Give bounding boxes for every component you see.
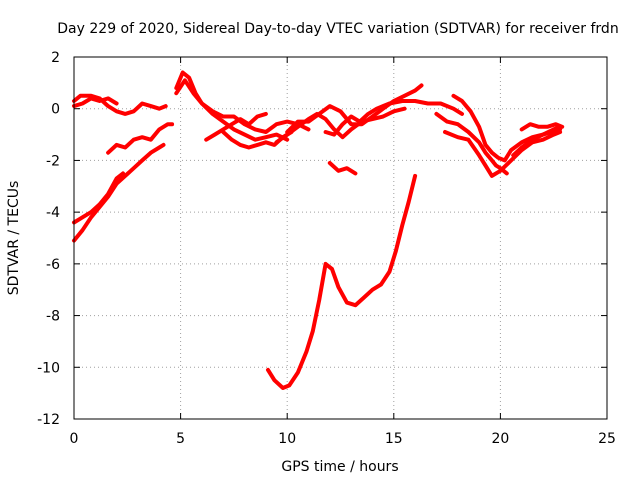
x-tick-label: 5 <box>176 431 185 447</box>
series-line-satellite-track-8 <box>204 111 268 142</box>
y-tick-labels: -12 -10 -8 -6 -4 -2 0 2 <box>37 50 60 428</box>
series-line-satellite-track-15 <box>434 111 509 176</box>
axis-ticks <box>73 56 608 420</box>
series-line-satellite-track-4 <box>72 142 166 243</box>
series-group <box>72 70 565 390</box>
y-axis-title: SDTVAR / TECUs <box>6 181 22 296</box>
series-line-satellite-track-1 <box>72 93 168 116</box>
series-line-satellite-track-19 <box>519 122 565 132</box>
x-axis-title: GPS time / hours <box>281 459 398 475</box>
x-tick-label: 20 <box>491 431 509 447</box>
series-line-satellite-track-2 <box>72 96 119 109</box>
series-line-satellite-track-11 <box>285 83 424 134</box>
chart-title: Day 229 of 2020, Sidereal Day-to-day VTE… <box>57 21 618 37</box>
x-tick-label: 15 <box>385 431 403 447</box>
y-tick-label: -8 <box>46 309 60 325</box>
y-tick-label: -2 <box>46 153 60 169</box>
y-tick-label: 0 <box>51 102 60 118</box>
x-tick-label: 10 <box>278 431 296 447</box>
y-tick-label: -10 <box>37 360 60 376</box>
series-line-satellite-track-6 <box>174 70 311 134</box>
series-line-satellite-track-18 <box>511 127 563 158</box>
series-line-satellite-track-16 <box>443 130 563 178</box>
y-tick-label: 2 <box>51 50 60 66</box>
series-line-satellite-track-10 <box>274 106 407 145</box>
x-tick-label: 25 <box>598 431 616 447</box>
series-line-satellite-track-12 <box>323 99 464 137</box>
y-tick-label: -6 <box>46 257 60 273</box>
series-line-satellite-track-13 <box>327 161 358 176</box>
y-tick-label: -4 <box>46 205 60 221</box>
y-tick-label: -12 <box>37 412 60 428</box>
plot-frame <box>73 56 608 420</box>
series-line-satellite-track-5 <box>72 171 125 225</box>
series-line-satellite-track-3 <box>106 122 175 155</box>
x-tick-labels: 0 5 10 15 20 25 <box>70 431 616 447</box>
x-tick-label: 0 <box>70 431 79 447</box>
series-line-satellite-track-14 <box>266 173 418 390</box>
